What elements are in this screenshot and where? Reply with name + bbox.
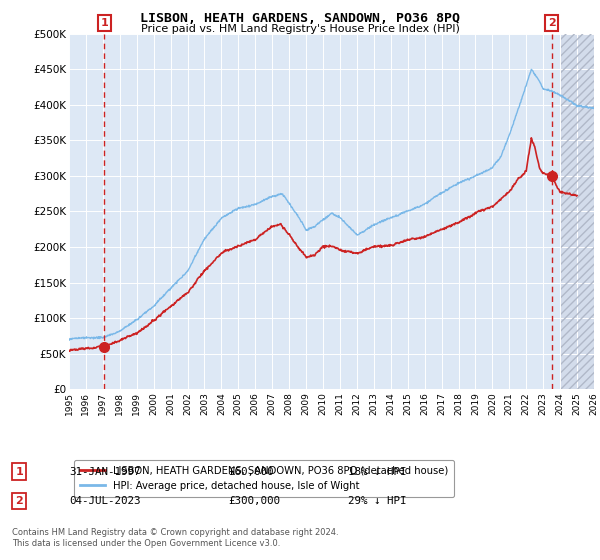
Bar — [562, 34, 600, 389]
Text: 2: 2 — [16, 496, 23, 506]
Legend: LISBON, HEATH GARDENS, SANDOWN, PO36 8PQ (detached house), HPI: Average price, d: LISBON, HEATH GARDENS, SANDOWN, PO36 8PQ… — [74, 460, 454, 497]
Text: 1: 1 — [100, 18, 108, 28]
Text: Price paid vs. HM Land Registry's House Price Index (HPI): Price paid vs. HM Land Registry's House … — [140, 24, 460, 34]
Text: LISBON, HEATH GARDENS, SANDOWN, PO36 8PQ: LISBON, HEATH GARDENS, SANDOWN, PO36 8PQ — [140, 12, 460, 25]
Text: £60,000: £60,000 — [228, 466, 274, 477]
Text: Contains HM Land Registry data © Crown copyright and database right 2024.
This d: Contains HM Land Registry data © Crown c… — [12, 528, 338, 548]
Text: 31-JAN-1997: 31-JAN-1997 — [69, 466, 140, 477]
Text: 2: 2 — [548, 18, 556, 28]
Text: £300,000: £300,000 — [228, 496, 280, 506]
Text: 04-JUL-2023: 04-JUL-2023 — [69, 496, 140, 506]
Bar — [562, 34, 600, 389]
Text: 18% ↓ HPI: 18% ↓ HPI — [348, 466, 407, 477]
Text: 1: 1 — [16, 466, 23, 477]
Text: 29% ↓ HPI: 29% ↓ HPI — [348, 496, 407, 506]
